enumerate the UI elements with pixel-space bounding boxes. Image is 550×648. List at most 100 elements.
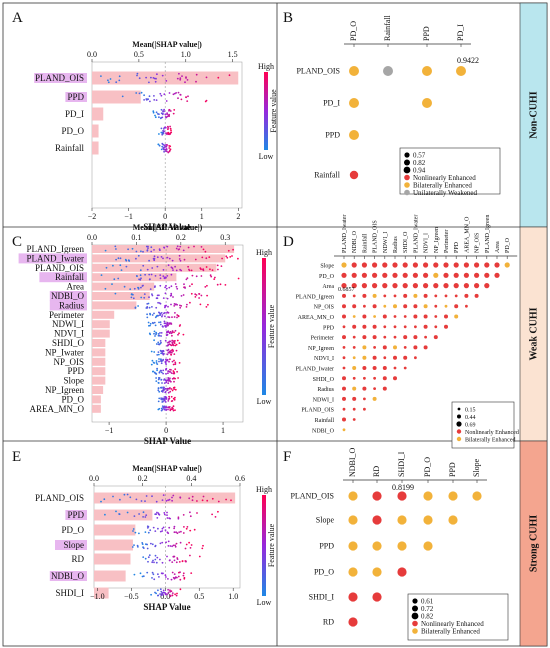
- shap-point: [195, 73, 198, 76]
- shap-point: [179, 93, 182, 96]
- col-label: NP_OIS: [475, 233, 481, 253]
- shap-point: [127, 248, 129, 251]
- shap-point: [168, 133, 171, 136]
- bilateral-marker: [393, 345, 397, 350]
- panel-letter: C: [12, 234, 22, 250]
- shap-point: [224, 284, 227, 286]
- nonlinear-legend-label: Nonlinearly Enhanced: [465, 430, 519, 436]
- shap-point: [201, 547, 204, 550]
- nonlinear-marker: [382, 283, 388, 289]
- shap-point: [179, 77, 182, 80]
- nonlinear-marker: [494, 262, 500, 268]
- shap-point: [163, 408, 166, 411]
- colorbar-high-label: High: [256, 485, 272, 494]
- top-axis-label: Mean(|SHAP value|): [133, 223, 203, 232]
- nonlinear-legend-marker: [456, 429, 462, 434]
- importance-bar: [92, 348, 106, 357]
- col-label: PPD: [448, 462, 457, 477]
- shap-point: [156, 517, 159, 519]
- row-label: PPD: [319, 542, 334, 551]
- feature-highlight: [49, 571, 87, 581]
- shap-point: [113, 278, 116, 281]
- shap-point: [159, 542, 162, 545]
- col-label: PD_O: [349, 21, 358, 41]
- shap-point: [158, 321, 160, 324]
- shap-point: [160, 148, 163, 151]
- feature-label: PLAND_OIS: [35, 73, 84, 83]
- shap-point: [137, 254, 140, 257]
- bilateral-marker: [397, 515, 407, 525]
- shap-point: [177, 333, 179, 336]
- shap-point: [178, 362, 181, 364]
- shap-point: [166, 555, 168, 558]
- shap-point: [167, 370, 170, 373]
- shap-point: [148, 554, 151, 557]
- shap-point: [168, 316, 171, 319]
- shap-point: [172, 112, 175, 115]
- size-legend-label: 0.72: [421, 605, 434, 613]
- shap-point: [155, 561, 158, 564]
- shap-point: [166, 387, 169, 390]
- nonlinear-marker: [393, 366, 397, 370]
- shap-point: [165, 380, 168, 382]
- shap-point: [156, 369, 159, 372]
- nonlinear-marker: [403, 355, 408, 360]
- shap-point: [163, 382, 166, 384]
- size-legend-label: 0.69: [465, 423, 476, 429]
- shap-point: [146, 307, 149, 309]
- col-label: PLAND_OIS: [373, 220, 379, 253]
- shap-point: [165, 145, 168, 148]
- shap-point: [162, 326, 164, 328]
- shap-point: [150, 250, 153, 253]
- shap-point: [167, 264, 170, 267]
- feature-label: NDVI_I: [54, 329, 84, 339]
- colorbar-low-label: Low: [257, 598, 272, 607]
- nonlinear-marker: [351, 283, 357, 289]
- size-legend-label: 0.82: [413, 159, 426, 167]
- shap-point: [119, 257, 122, 260]
- shap-point: [185, 560, 187, 563]
- importance-bar: [94, 570, 126, 582]
- shap-point: [142, 264, 145, 267]
- shap-point: [167, 372, 169, 375]
- shap-point: [160, 335, 163, 337]
- shap-point: [141, 285, 144, 287]
- nonlinear-marker: [352, 407, 356, 411]
- nonlinear-marker: [403, 293, 408, 298]
- shap-point: [135, 498, 138, 501]
- shap-point: [140, 91, 143, 94]
- shap-point: [132, 528, 135, 530]
- bilateral-marker: [433, 272, 439, 278]
- size-legend-marker: [456, 421, 462, 427]
- shap-point: [176, 339, 179, 342]
- shap-point: [161, 133, 164, 136]
- shap-point: [170, 292, 173, 295]
- nonlinear-marker: [342, 293, 346, 298]
- shap-point: [167, 398, 170, 400]
- nonlinear-marker: [443, 262, 449, 268]
- shap-point: [149, 333, 152, 336]
- shap-point: [160, 407, 163, 410]
- shap-point: [160, 409, 163, 412]
- nonlinear-marker: [444, 294, 448, 298]
- row-label: SHDI_O: [313, 377, 335, 383]
- importance-bar: [94, 492, 236, 504]
- shap-point: [171, 342, 174, 345]
- shap-point: [217, 76, 220, 79]
- bilateral-marker: [348, 541, 358, 551]
- shap-point: [151, 495, 153, 498]
- shap-point: [162, 372, 165, 375]
- shap-point: [158, 513, 161, 516]
- shap-point: [202, 268, 205, 271]
- shap-point: [157, 301, 160, 304]
- nonlinear-marker: [352, 376, 356, 380]
- panel-c-shap-summary: C 0.0 0.1 0.2 0.3 Mean(|SHAP value|) −1 0 1 SHAP …: [12, 223, 276, 446]
- importance-bar: [92, 329, 110, 338]
- shap-point: [170, 369, 172, 371]
- nonlinear-marker: [423, 272, 429, 278]
- shap-point: [168, 109, 170, 112]
- shap-point: [178, 258, 181, 260]
- nonlinear-marker: [382, 366, 387, 370]
- shap-point: [130, 296, 133, 299]
